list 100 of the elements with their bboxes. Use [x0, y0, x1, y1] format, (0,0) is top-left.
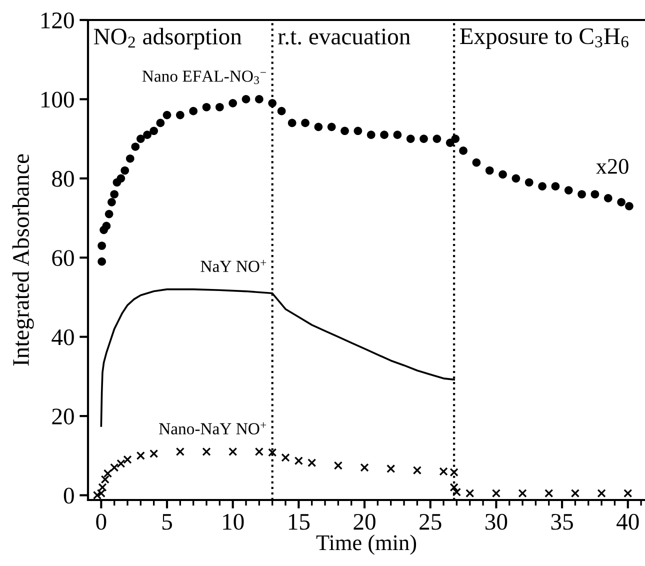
point — [604, 194, 612, 202]
x-tick-label: 40 — [616, 514, 639, 530]
point — [103, 469, 112, 478]
point — [150, 449, 158, 458]
point — [136, 134, 145, 143]
point — [294, 456, 303, 466]
point — [366, 130, 376, 140]
point — [450, 483, 458, 492]
point — [120, 166, 130, 175]
point — [564, 186, 573, 194]
point — [123, 455, 132, 464]
point — [590, 190, 600, 198]
x-tick-label: 10 — [223, 514, 244, 530]
point — [301, 118, 310, 128]
point — [110, 463, 119, 472]
point — [439, 467, 448, 476]
point — [216, 102, 224, 112]
point — [518, 488, 527, 498]
point — [98, 242, 106, 250]
point — [432, 134, 442, 143]
point — [202, 447, 211, 456]
point — [459, 146, 468, 155]
point — [308, 458, 316, 468]
point — [98, 483, 107, 492]
point — [544, 488, 554, 498]
point — [143, 130, 152, 140]
x-tick-label: 30 — [486, 514, 508, 530]
point — [102, 222, 111, 230]
point — [202, 102, 211, 112]
point — [406, 134, 415, 143]
point — [380, 130, 388, 140]
point — [277, 106, 286, 116]
x-tick-label: 0 — [96, 514, 106, 530]
point — [452, 488, 462, 496]
point — [492, 488, 501, 498]
point — [412, 466, 422, 475]
annotation: Exposure to C$_{3}$H$_{6}$ — [460, 28, 628, 49]
point — [625, 202, 634, 210]
point — [617, 198, 626, 206]
point — [281, 453, 290, 462]
point — [108, 198, 116, 206]
y-tick-label: 0 — [64, 488, 74, 504]
point — [104, 210, 114, 218]
point — [314, 122, 323, 132]
annotation: x20 — [596, 158, 628, 174]
point — [327, 122, 336, 132]
point — [597, 488, 606, 498]
point — [126, 154, 134, 163]
y-tick-label: 20 — [52, 408, 74, 424]
point — [288, 118, 296, 128]
point — [98, 257, 106, 266]
y-axis-title: Integrated Absorbance — [12, 154, 34, 366]
point — [116, 174, 126, 183]
point — [551, 182, 560, 191]
point — [228, 99, 238, 108]
point — [268, 448, 277, 457]
point — [176, 110, 184, 120]
point — [340, 126, 349, 136]
point — [110, 190, 118, 198]
series-label: NaY NO$^{+}$ — [200, 260, 266, 272]
point — [354, 126, 362, 136]
point — [450, 468, 458, 477]
annotation: r.t. evacuation — [278, 28, 410, 45]
y-tick-label: 40 — [52, 329, 74, 346]
y-tick-label: 60 — [52, 250, 74, 266]
point — [150, 126, 158, 136]
y-tick-label: 100 — [41, 92, 74, 108]
annotation: NO$_{2}$ adsorption — [94, 28, 242, 50]
y-tick-label: 80 — [52, 170, 74, 187]
point — [360, 463, 369, 472]
point — [466, 488, 474, 498]
point — [189, 106, 198, 116]
series-label: Nano-NaY NO$^{+}$ — [159, 422, 266, 434]
point — [578, 190, 586, 198]
point — [176, 447, 184, 456]
point — [498, 170, 507, 179]
point — [420, 134, 428, 143]
point — [96, 488, 106, 498]
point — [254, 447, 264, 456]
point — [242, 95, 250, 104]
point — [485, 166, 494, 175]
point — [524, 178, 534, 187]
point — [472, 158, 481, 167]
point — [136, 451, 145, 460]
x-tick-label: 15 — [288, 514, 310, 530]
point — [131, 142, 140, 151]
point — [393, 130, 402, 140]
point — [255, 95, 264, 104]
point — [624, 488, 632, 498]
point — [386, 464, 396, 474]
point — [162, 110, 172, 120]
point — [570, 488, 580, 498]
point — [116, 459, 126, 468]
point — [228, 447, 238, 456]
point — [156, 118, 165, 128]
point — [100, 475, 110, 484]
x-tick-label: 20 — [354, 514, 376, 530]
point — [334, 461, 342, 470]
y-tick-label: 120 — [41, 12, 74, 28]
x-tick-label: 25 — [420, 514, 442, 530]
